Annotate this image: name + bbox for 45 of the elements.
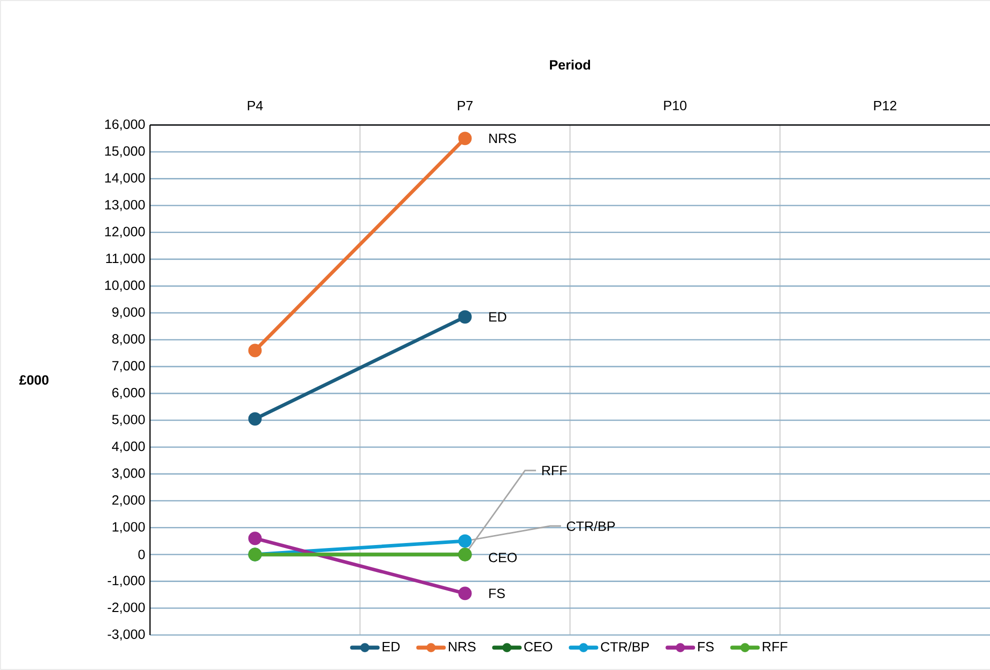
text: CEO xyxy=(488,552,517,562)
y-tick-label: 3,000 xyxy=(112,468,145,480)
y-axis-title: £000 xyxy=(19,375,48,385)
legend-label: RFF xyxy=(762,642,788,652)
point xyxy=(458,310,472,324)
legend-label: ED xyxy=(382,642,400,652)
y-tick-label: 1,000 xyxy=(112,522,145,534)
y-tick-label: 9,000 xyxy=(112,307,145,318)
y-tick-label: 2,000 xyxy=(112,495,145,506)
text: FS xyxy=(489,588,505,598)
point xyxy=(458,586,472,600)
legend-label: CEO xyxy=(524,642,552,652)
y-tick-label: 12,000 xyxy=(105,226,145,238)
y-tick-label: 16,000 xyxy=(105,119,145,131)
y-tick-label: 0 xyxy=(138,550,145,560)
y-tick-label: -3,000 xyxy=(108,629,145,641)
x-tick-label: P7 xyxy=(458,101,473,110)
x-tick-label: P10 xyxy=(664,100,686,110)
y-tick-label: -1,000 xyxy=(108,576,145,587)
point xyxy=(248,412,262,426)
legend-label: CTR/BP xyxy=(600,642,649,652)
x-axis-title: Period xyxy=(550,60,590,70)
y-tick-label: 4,000 xyxy=(112,442,145,453)
y-tick-label: 7,000 xyxy=(112,361,145,372)
point xyxy=(458,534,472,548)
text: CTR/BP xyxy=(566,521,615,531)
point xyxy=(248,532,262,546)
text: NRS xyxy=(489,134,516,144)
point xyxy=(458,132,472,146)
x-tick-label: P12 xyxy=(874,100,896,110)
point xyxy=(248,344,262,358)
y-tick-label: 11,000 xyxy=(106,254,145,265)
y-tick-label: 6,000 xyxy=(112,388,145,399)
y-tick-label: 10,000 xyxy=(105,280,145,292)
y-tick-label: 15,000 xyxy=(105,146,145,158)
legend-label: NRS xyxy=(448,642,476,652)
x-tick-label: P4 xyxy=(248,101,263,110)
y-tick-label: 13,000 xyxy=(105,200,145,212)
y-tick-label: 8,000 xyxy=(112,334,145,346)
y-tick-label: -2,000 xyxy=(108,602,145,614)
legend-label: FS xyxy=(698,642,714,652)
y-tick-label: 5,000 xyxy=(112,414,145,426)
text: ED xyxy=(489,312,506,322)
y-tick-label: 14,000 xyxy=(105,173,145,184)
text: RFF xyxy=(542,466,567,476)
